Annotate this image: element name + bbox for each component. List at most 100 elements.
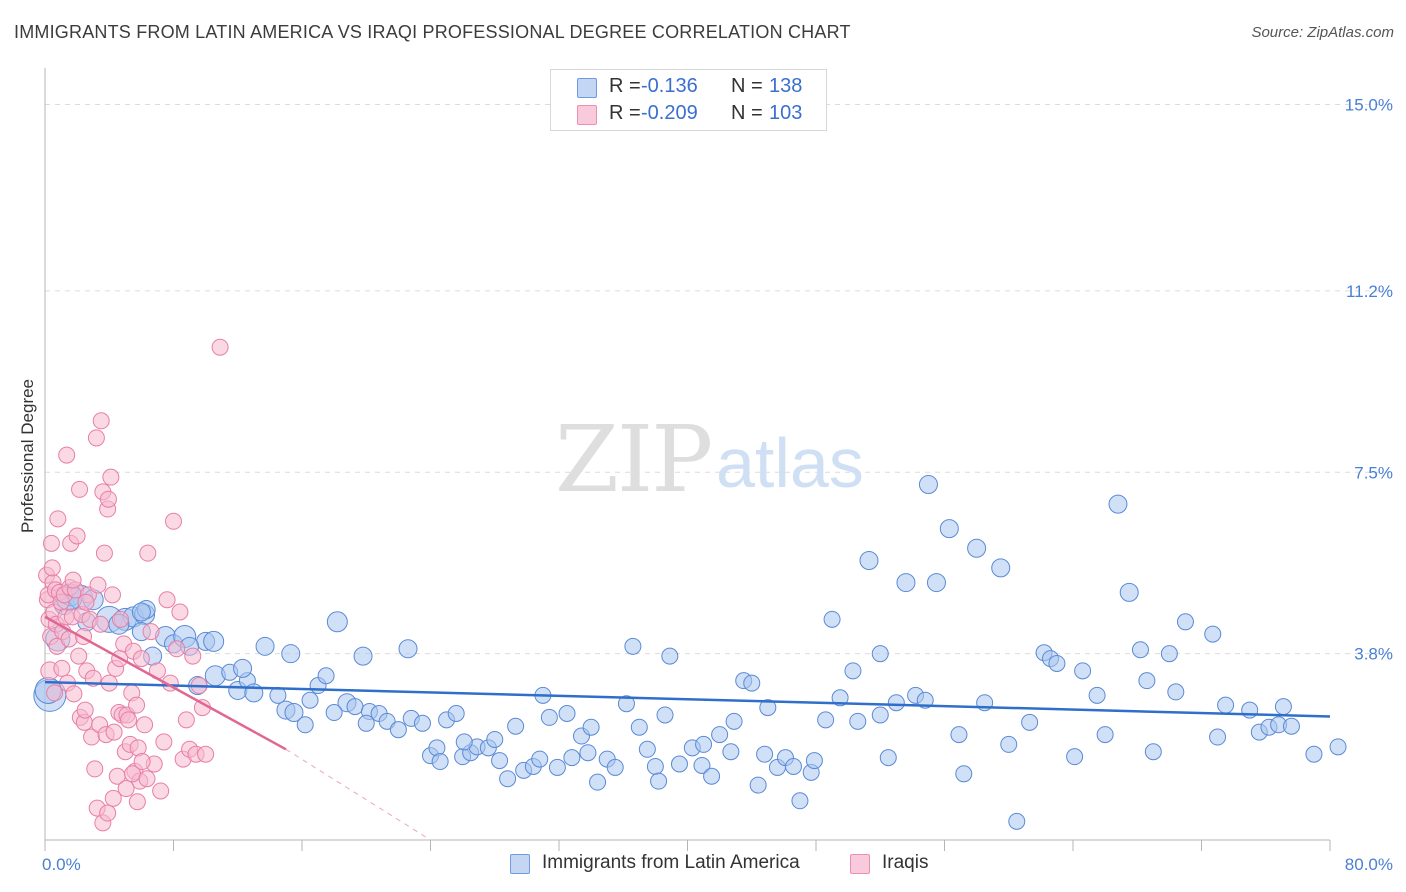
axes [44,68,1331,851]
data-point [138,770,156,788]
data-point [104,789,122,807]
data-point [589,773,607,791]
data-point [43,559,61,577]
data-point [105,723,123,741]
data-point [1088,686,1106,704]
data-point [630,718,648,736]
data-point [171,603,189,621]
data-point [301,691,319,709]
data-point [879,749,897,767]
data-point [1209,728,1227,746]
data-point [624,637,642,655]
data-point [1008,812,1026,830]
data-point [756,745,774,763]
data-point [317,667,335,685]
data-point [58,446,76,464]
data-point [955,765,973,783]
data-point [1217,696,1235,714]
data-point [646,757,664,775]
legend-r-label: R = [609,102,641,124]
legend-r-value: -0.209 [641,102,698,124]
data-point [749,776,767,794]
data-point [1305,745,1323,763]
trend-line-blue [44,680,1331,718]
bottom-legend-swatch-blue [510,854,530,874]
legend-n-value: 138 [769,75,803,97]
data-point [455,733,473,751]
y-tick-label: 11.2% [1346,282,1393,301]
data-point [133,753,151,771]
data-point [128,696,146,714]
axis-labels: 3.8% 7.5% 11.2% 15.0% 0.0% 80.0% Professional … [18,96,1393,874]
data-point [70,647,88,665]
data-point [1282,717,1300,735]
data-point [486,730,504,748]
data-point [1138,672,1156,690]
data-point [606,758,624,776]
data-point [389,721,407,739]
data-point [325,704,343,722]
data-point [398,639,418,659]
data-point [431,753,449,771]
source-label: Source: ZipAtlas.com [1251,24,1394,41]
data-point [76,701,94,719]
data-point [346,698,364,716]
trend-line-pink [44,615,287,751]
bottom-legend-label: Immigrants from Latin America [542,852,800,873]
grid-lines [45,104,1392,655]
data-point [95,544,113,562]
data-point [805,752,823,770]
data-point [1096,726,1114,744]
data-point [89,576,107,594]
data-point [1119,582,1139,602]
legend-n-value: 103 [769,102,803,124]
data-point [693,756,711,774]
data-point [158,591,176,609]
data-point [99,804,117,822]
data-point [499,770,517,788]
data-point [871,645,889,663]
data-point [1048,654,1066,672]
data-point [168,640,186,658]
data-point [831,689,849,707]
chart-title: IMMIGRANTS FROM LATIN AMERICA VS IRAQI P… [14,22,851,42]
data-point [548,758,566,776]
y-tick-label: 7.5% [1354,463,1393,482]
data-point [939,519,959,539]
data-point [99,490,117,508]
legend-n-label: N = [731,75,763,97]
data-point [558,704,576,722]
x-tick-label-min: 0.0% [42,855,81,874]
data-point [131,602,151,622]
data-point [353,646,373,666]
data-point [233,658,253,678]
data-point [871,706,889,724]
data-point [1274,698,1292,716]
data-point [722,743,740,761]
data-point [1000,735,1018,753]
data-point [695,735,713,753]
watermark-zip: ZIP [555,406,711,513]
data-point [579,744,597,762]
data-point [563,749,581,767]
data-point [68,527,86,545]
data-point [413,714,431,732]
data-point [507,717,525,735]
data-point [91,615,109,633]
data-point [203,630,225,652]
data-point [849,712,867,730]
data-point [926,573,946,593]
data-point [152,782,170,800]
bottom-legend-swatch-pink [850,854,870,874]
data-point [136,716,154,734]
data-point [991,558,1011,578]
data-point [823,610,841,628]
data-point [132,650,150,668]
data-point [670,755,688,773]
data-point [582,718,600,736]
data-point [817,711,835,729]
legend-r-label: R = [609,75,641,97]
data-point [102,468,120,486]
x-tick-label-max: 80.0% [1345,855,1393,874]
data-point [77,593,95,611]
